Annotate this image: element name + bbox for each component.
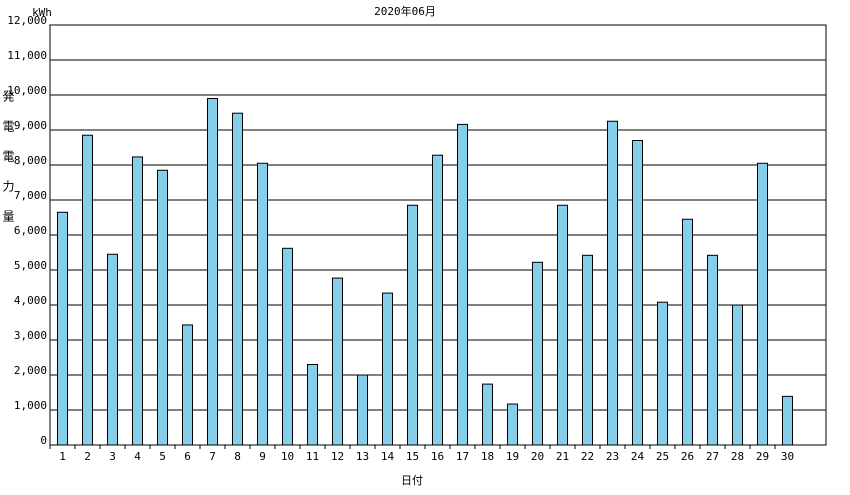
x-tick-label: 26: [681, 450, 694, 463]
x-tick-label: 11: [306, 450, 319, 463]
bar: [82, 134, 93, 446]
x-tick-label: 9: [259, 450, 266, 463]
bar: [57, 211, 68, 446]
bar: [482, 383, 493, 446]
bar: [632, 140, 643, 446]
x-tick-label: 16: [431, 450, 444, 463]
bar: [782, 395, 793, 446]
y-tick-label: 9,000: [14, 119, 47, 132]
y-tick-label: 7,000: [14, 189, 47, 202]
bar: [407, 204, 418, 446]
bar: [732, 304, 743, 446]
bar: [607, 120, 618, 446]
x-tick-label: 20: [531, 450, 544, 463]
x-tick-label: 23: [606, 450, 619, 463]
x-tick-label: 28: [731, 450, 744, 463]
y-tick-label: 1,000: [14, 399, 47, 412]
bar: [707, 254, 718, 446]
y-tick-label: 10,000: [7, 84, 47, 97]
bar: [432, 154, 443, 446]
x-tick-label: 25: [656, 450, 669, 463]
bar: [557, 204, 568, 446]
bar: [357, 374, 368, 446]
x-tick-label: 4: [134, 450, 141, 463]
y-tick-label: 3,000: [14, 329, 47, 342]
bar: [232, 112, 243, 446]
x-tick-label: 10: [281, 450, 294, 463]
x-tick-label: 17: [456, 450, 469, 463]
y-tick-label: 12,000: [7, 14, 47, 27]
x-tick-label: 27: [706, 450, 719, 463]
y-tick-label: 4,000: [14, 294, 47, 307]
x-tick-label: 5: [159, 450, 166, 463]
y-tick-label: 5,000: [14, 259, 47, 272]
x-tick-label: 18: [481, 450, 494, 463]
y-tick-label: 0: [40, 434, 47, 447]
x-tick-label: 30: [781, 450, 794, 463]
x-axis-label: 日付: [401, 474, 423, 487]
bar: [282, 247, 293, 446]
y-tick-label: 6,000: [14, 224, 47, 237]
bar: [132, 156, 143, 446]
unit-label: kWh: [32, 6, 52, 19]
bar: [457, 123, 468, 446]
x-tick-label: 22: [581, 450, 594, 463]
bar: [532, 261, 543, 446]
bar: [107, 253, 118, 446]
bar: [307, 364, 318, 446]
bar: [582, 254, 593, 446]
x-tick-label: 2: [84, 450, 91, 463]
bar: [207, 98, 218, 446]
x-tick-label: 19: [506, 450, 519, 463]
x-tick-label: 12: [331, 450, 344, 463]
x-tick-label: 29: [756, 450, 769, 463]
x-tick-label: 13: [356, 450, 369, 463]
y-tick-label: 11,000: [7, 49, 47, 62]
bar: [682, 218, 693, 446]
x-tick-label: 1: [59, 450, 66, 463]
x-tick-label: 3: [109, 450, 116, 463]
bar: [657, 301, 668, 446]
bar: [332, 277, 343, 446]
bar: [182, 324, 193, 446]
bar: [757, 162, 768, 446]
x-tick-label: 15: [406, 450, 419, 463]
bar: [257, 162, 268, 446]
bar: [507, 403, 518, 446]
bar: [382, 292, 393, 446]
bar: [157, 169, 168, 446]
x-tick-label: 21: [556, 450, 569, 463]
y-tick-label: 8,000: [14, 154, 47, 167]
x-tick-label: 7: [209, 450, 216, 463]
y-axis-label: 発電電力量: [1, 90, 15, 240]
y-tick-label: 2,000: [14, 364, 47, 377]
x-tick-label: 8: [234, 450, 241, 463]
x-tick-label: 6: [184, 450, 191, 463]
chart-title: 2020年06月: [374, 4, 436, 18]
x-tick-label: 24: [631, 450, 645, 463]
x-tick-label: 14: [381, 450, 395, 463]
